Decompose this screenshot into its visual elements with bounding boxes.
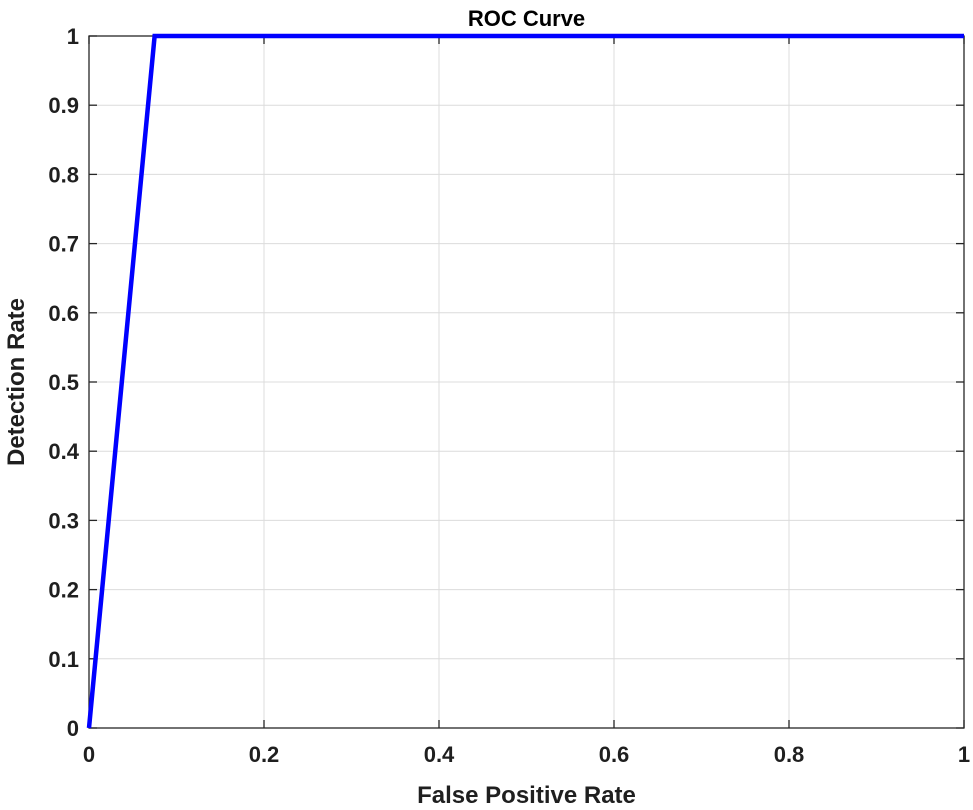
y-tick-label: 0.3 [48, 508, 79, 533]
x-axis-title: False Positive Rate [417, 782, 636, 809]
y-tick-label: 0.7 [48, 232, 79, 257]
y-tick-label: 0 [67, 716, 79, 741]
roc-series-line [86, 33, 964, 729]
y-tick-label: 0.4 [48, 439, 79, 464]
y-tick-label: 0.5 [48, 370, 79, 395]
y-tick-label: 0.8 [48, 162, 79, 187]
y-tick-label: 0.1 [48, 647, 79, 672]
x-tick-label: 0.2 [249, 742, 280, 767]
y-tick-label: 0.6 [48, 301, 79, 326]
x-tick-label: 1 [958, 742, 970, 767]
y-tick-label: 0.9 [48, 93, 79, 118]
y-axis-title: Detection Rate [3, 298, 30, 466]
series-layer [86, 33, 964, 729]
x-tick-label: 0 [83, 742, 95, 767]
x-tick-label: 0.8 [774, 742, 805, 767]
y-tick-label: 0.2 [48, 578, 79, 603]
x-tick-label: 0.4 [424, 742, 455, 767]
y-tick-label: 1 [67, 24, 79, 49]
x-tick-label: 0.6 [599, 742, 630, 767]
tick-labels: 0 0.2 0.4 0.6 0.8 1 0 0.1 0.2 0.3 0.4 0.5 0.6 0.7 0.8 0… [48, 24, 970, 767]
chart-title: ROC Curve [468, 6, 585, 31]
grid-lines [89, 36, 964, 728]
